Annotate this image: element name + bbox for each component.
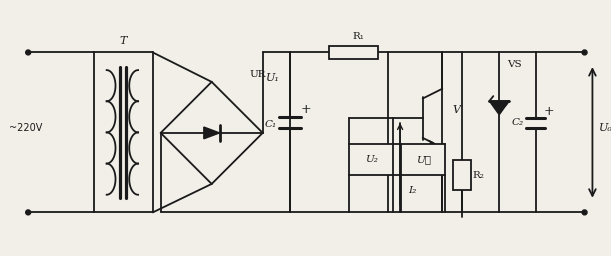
Text: C₁: C₁ [265, 120, 277, 129]
Text: +: + [544, 105, 555, 118]
Text: +: + [301, 103, 311, 116]
Text: U₂: U₂ [365, 155, 378, 164]
Text: V: V [452, 105, 460, 115]
Bar [453, 160, 470, 190]
Circle shape [582, 50, 587, 55]
Text: U₀: U₀ [599, 123, 611, 133]
Polygon shape [489, 101, 509, 115]
Text: C₂: C₂ [512, 118, 524, 127]
Text: R₁: R₁ [353, 32, 365, 41]
Text: Uℤ: Uℤ [415, 155, 431, 164]
Text: R₂: R₂ [473, 170, 485, 180]
Bar [401, 144, 445, 175]
Circle shape [26, 50, 31, 55]
Polygon shape [204, 127, 219, 139]
Text: UR: UR [249, 70, 266, 79]
Text: I₂: I₂ [408, 186, 416, 195]
Circle shape [26, 210, 31, 215]
Text: U₁: U₁ [266, 73, 279, 83]
Circle shape [582, 210, 587, 215]
Text: VS: VS [508, 60, 522, 69]
Text: ~220V: ~220V [9, 123, 42, 133]
Bar [349, 144, 393, 175]
Bar [329, 46, 378, 59]
Text: T: T [120, 36, 127, 46]
